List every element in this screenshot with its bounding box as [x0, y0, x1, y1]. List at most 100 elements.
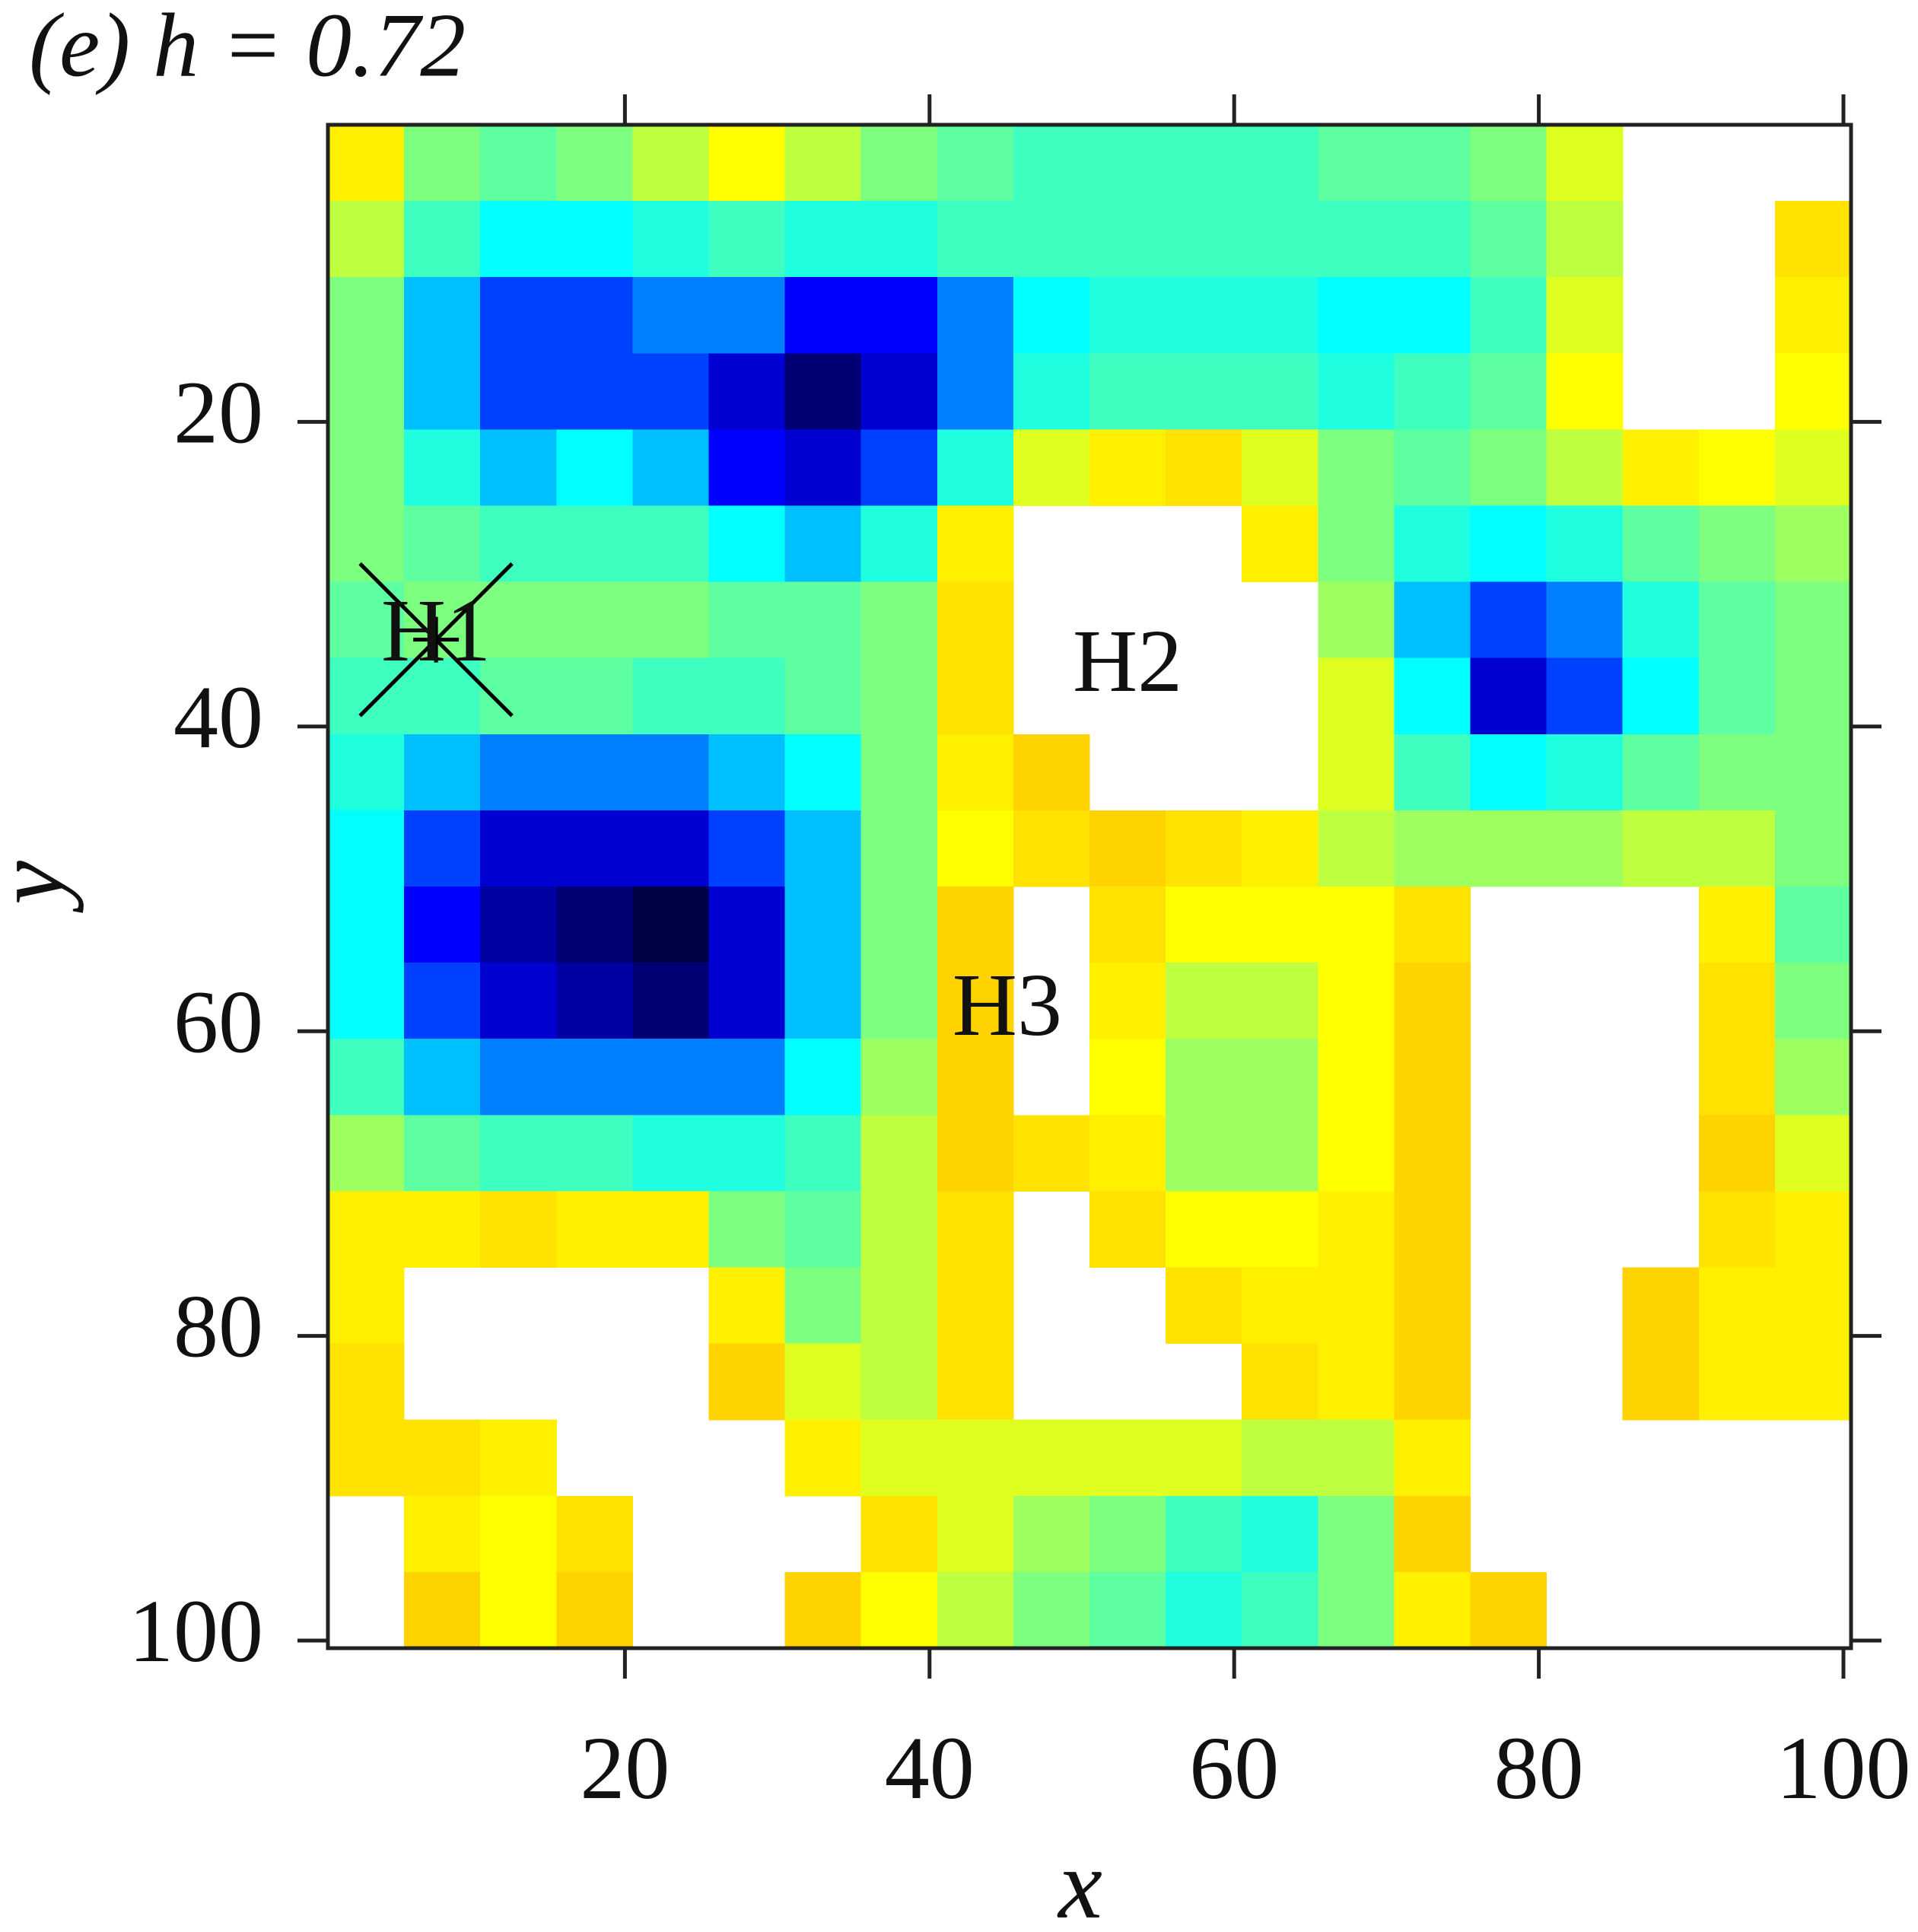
heat-cell — [937, 429, 1014, 507]
heat-cell — [556, 1571, 633, 1649]
heat-cell — [1013, 1495, 1090, 1573]
heat-cell — [1622, 1343, 1700, 1421]
heat-cell — [937, 657, 1014, 735]
heat-cell — [708, 657, 786, 735]
heat-cell — [860, 810, 938, 887]
heat-cell — [328, 734, 405, 811]
heat-cell — [937, 1267, 1014, 1345]
heat-cell — [404, 277, 481, 354]
heat-cell — [1318, 201, 1395, 278]
heat-cell — [1089, 1191, 1166, 1268]
heat-cell — [708, 505, 786, 583]
heat-cell — [784, 277, 862, 354]
heat-cell — [1318, 810, 1395, 887]
heat-cell — [1698, 581, 1776, 659]
heat-cell — [1242, 353, 1318, 430]
heat-cell — [556, 277, 633, 354]
heat-cell — [1089, 429, 1166, 507]
heat-cell — [937, 1191, 1014, 1268]
heat-cell — [860, 429, 938, 507]
heat-cell — [632, 963, 710, 1039]
heat-cell — [404, 963, 481, 1039]
heat-cell — [860, 277, 938, 354]
heat-cell — [328, 657, 405, 735]
heat-cell — [1774, 505, 1852, 583]
heat-cell — [1166, 1571, 1242, 1649]
heat-cell — [1774, 1267, 1852, 1345]
heat-cell — [556, 886, 633, 963]
heat-cell — [632, 1191, 710, 1268]
heat-cell — [632, 1039, 710, 1116]
heat-cell — [1470, 125, 1547, 202]
heat-cell — [937, 1571, 1014, 1649]
heat-cell — [937, 125, 1014, 202]
x-tick-label: 60 — [1189, 1718, 1279, 1818]
heat-cell — [708, 734, 786, 811]
heat-cell — [784, 1343, 862, 1421]
heat-cell — [1698, 886, 1776, 963]
heat-cell — [1774, 353, 1852, 430]
heat-cell — [1242, 886, 1318, 963]
heat-cell — [404, 734, 481, 811]
heat-cell — [556, 963, 633, 1039]
heatmap — [328, 125, 1852, 1649]
heat-cell — [1166, 1267, 1242, 1345]
heat-cell — [1774, 810, 1852, 887]
heat-cell — [784, 1267, 862, 1345]
heat-cell — [1318, 1267, 1395, 1345]
y-tick-label: 60 — [173, 972, 263, 1071]
heat-cell — [404, 353, 481, 430]
heat-cell — [480, 734, 557, 811]
heat-cell — [480, 1571, 557, 1649]
heat-cell — [860, 1267, 938, 1345]
chart-title: (e) h = 0.72 — [29, 0, 466, 96]
heat-cell — [1013, 429, 1090, 507]
heat-cell — [632, 734, 710, 811]
heat-cell — [480, 1039, 557, 1116]
annotation: H2 — [1073, 611, 1182, 711]
heat-cell — [708, 1115, 786, 1192]
heat-cell — [1546, 277, 1624, 354]
heat-cell — [1622, 429, 1700, 507]
heat-cell — [937, 886, 1014, 963]
heat-cell — [784, 1191, 862, 1268]
heat-cell — [328, 201, 405, 278]
heat-cell — [328, 353, 405, 430]
heat-cell — [708, 125, 786, 202]
heat-cell — [1013, 125, 1090, 202]
heat-cell — [1394, 1571, 1471, 1649]
heat-cell — [1013, 1115, 1090, 1192]
heat-cell — [1470, 353, 1547, 430]
heat-cell — [404, 1039, 481, 1116]
heat-cell — [328, 1191, 405, 1268]
heat-cell — [1318, 963, 1395, 1039]
heat-cell — [1089, 810, 1166, 887]
heat-cell — [632, 886, 710, 963]
heat-cell — [1394, 581, 1471, 659]
heat-cell — [556, 505, 633, 583]
heat-cell — [1774, 277, 1852, 354]
heat-cell — [708, 886, 786, 963]
heat-cell — [1546, 353, 1624, 430]
heat-cell — [328, 1419, 405, 1497]
heat-cell — [708, 1039, 786, 1116]
heat-cell — [860, 734, 938, 811]
heat-cell — [404, 1191, 481, 1268]
heat-cell — [1318, 1191, 1395, 1268]
heat-cell — [480, 201, 557, 278]
heat-cell — [784, 201, 862, 278]
heat-cell — [1318, 734, 1395, 811]
heat-cell — [1242, 1343, 1318, 1421]
heat-cell — [1013, 277, 1090, 354]
heat-cell — [328, 963, 405, 1039]
heat-cell — [1242, 1571, 1318, 1649]
heat-cell — [1166, 963, 1242, 1039]
heat-cell — [1166, 353, 1242, 430]
heat-cell — [328, 1039, 405, 1116]
heat-cell — [1242, 429, 1318, 507]
heat-cell — [1394, 277, 1471, 354]
heat-cell — [556, 1495, 633, 1573]
heat-cell — [860, 1115, 938, 1192]
heat-cell — [1089, 353, 1166, 430]
